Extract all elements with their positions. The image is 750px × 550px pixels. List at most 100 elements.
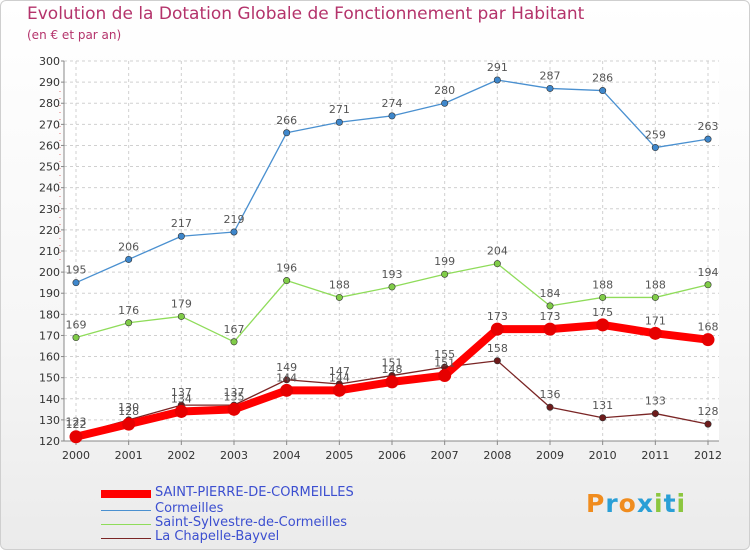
y-tick-label: 160 [39,351,60,364]
legend-label: Cormeilles [155,501,224,516]
data-label: 280 [434,84,455,97]
x-tick-label: 2001 [115,449,143,462]
y-tick-label: 150 [39,372,60,385]
legend-item-saint-pierre-de-cormeilles: SAINT-PIERRE-DE-CORMEILLES [101,485,431,501]
data-point [704,135,712,143]
data-label: 144 [276,371,297,384]
y-tick-label: 190 [39,287,60,300]
data-label: 175 [592,306,613,319]
data-label: 128 [698,405,719,418]
x-tick-label: 2003 [220,449,248,462]
data-label: 144 [329,371,350,384]
data-label: 286 [592,72,613,85]
data-point [388,283,396,291]
data-label: 135 [224,390,245,403]
logo-letter: i [676,489,687,518]
data-point [441,99,449,107]
chart-title: Evolution de la Dotation Globale de Fonc… [27,4,585,24]
data-label: 130 [118,401,139,414]
data-point [704,420,712,428]
data-label: 131 [592,399,613,412]
legend-swatch [101,510,151,511]
data-point [493,260,501,268]
data-point [543,322,557,336]
data-point [227,402,241,416]
y-tick-label: 230 [39,203,60,216]
data-label: 136 [540,388,561,401]
data-label: 151 [382,357,403,370]
data-label: 194 [698,266,719,279]
x-tick-label: 2012 [694,449,722,462]
data-point [596,318,610,332]
data-label: 206 [118,240,139,253]
data-point [651,293,659,301]
y-tick-label: 120 [39,435,60,448]
x-tick-label: 2010 [589,449,617,462]
data-point [701,333,715,347]
x-tick-label: 2004 [273,449,301,462]
data-point [69,430,83,444]
data-label: 158 [487,342,508,355]
legend-swatch [101,490,151,498]
data-point [72,334,80,342]
data-point [283,277,291,285]
data-point [441,270,449,278]
data-label: 167 [224,323,245,336]
data-point [335,118,343,126]
data-label: 173 [487,310,508,323]
data-point [125,255,133,263]
data-label: 199 [434,255,455,268]
logo-letter: o [618,489,637,518]
y-tick-label: 290 [39,76,60,89]
data-label: 287 [540,69,561,82]
data-label: 171 [645,314,666,327]
legend-label: La Chapelle-Bayvel [155,529,280,544]
y-tick-label: 180 [39,308,60,321]
data-point [493,357,501,365]
data-point [438,369,452,383]
data-label: 128 [118,405,139,418]
x-tick-label: 2006 [378,449,406,462]
data-label: 155 [434,348,455,361]
data-point [385,375,399,389]
data-point [546,403,554,411]
data-point [283,129,291,137]
data-point [174,404,188,418]
y-tick-label: 260 [39,139,60,152]
x-tick-label: 2000 [62,449,90,462]
data-point [177,312,185,320]
data-label: 193 [382,268,403,281]
data-label: 137 [224,386,245,399]
logo-letter: P [586,489,606,518]
data-point [72,279,80,287]
data-label: 137 [171,386,192,399]
data-point [280,383,294,397]
data-label: 204 [487,245,508,258]
logo-letter: i [654,489,664,518]
data-point [651,410,659,418]
data-point [230,338,238,346]
data-point [599,293,607,301]
data-label: 219 [224,213,245,226]
data-point [599,87,607,95]
data-label: 188 [592,278,613,291]
data-point [332,383,346,397]
x-tick-label: 2005 [325,449,353,462]
data-point [493,76,501,84]
data-point [546,302,554,310]
legend-item-saint-sylvestre-de-cormeilles: Saint-Sylvestre-de-Cormeilles [101,515,431,531]
logo-letter: x [636,489,654,518]
y-tick-label: 140 [39,393,60,406]
data-label: 168 [698,321,719,334]
data-label: 184 [540,287,561,300]
legend-swatch [101,524,151,525]
y-tick-label: 270 [39,118,60,131]
data-point [283,376,291,384]
y-tick-label: 170 [39,329,60,342]
data-label: 196 [276,262,297,275]
data-label: 195 [66,264,87,277]
data-label: 169 [66,319,87,332]
data-label: 122 [66,418,87,431]
y-tick-label: 220 [39,224,60,237]
data-label: 134 [171,392,192,405]
